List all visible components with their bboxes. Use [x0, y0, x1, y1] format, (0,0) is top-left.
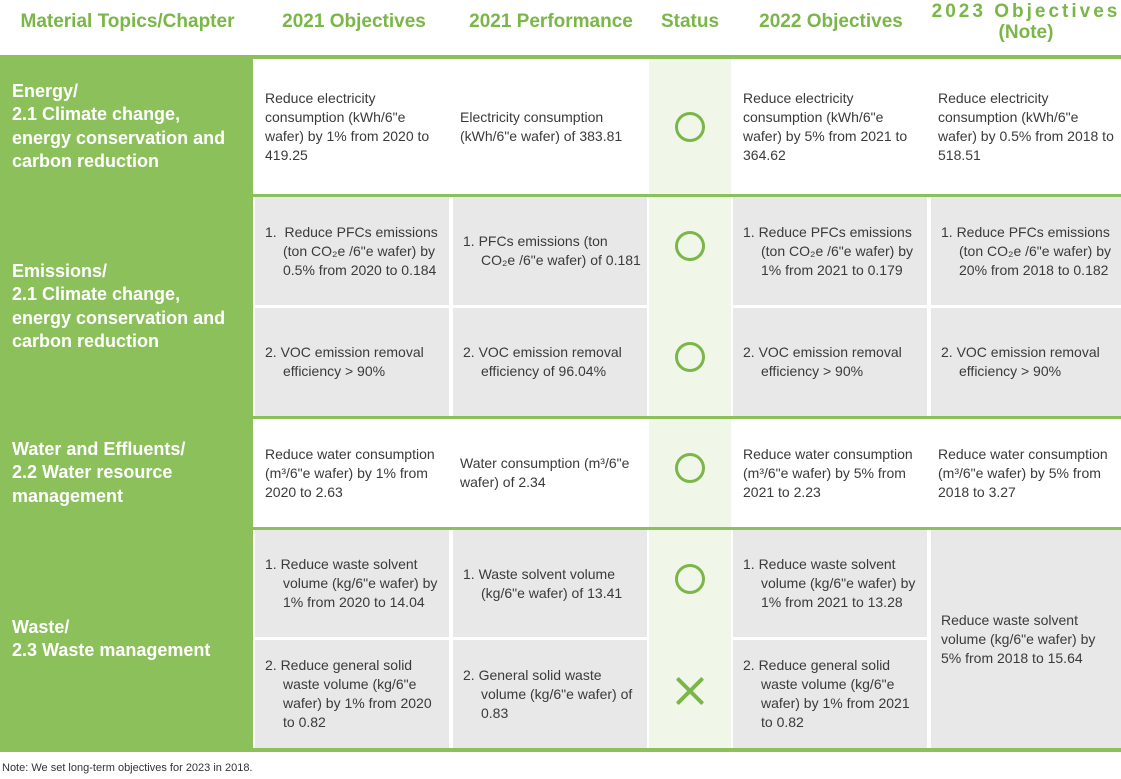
solid-2021-performance: 2. General solid waste volume (kg/6"e wa… — [453, 640, 647, 748]
achieved-circle-icon — [675, 230, 705, 261]
pfc-2021-objective: 1. Reduce PFCs emissions (ton CO₂e /6"e … — [255, 197, 449, 305]
topic-emissions: Emissions/ 2.1 Climate change, energy co… — [0, 197, 253, 416]
header-2023-objectives: 2023 Objectives (Note) — [931, 0, 1121, 43]
header-2021-performance: 2021 Performance — [469, 11, 633, 32]
waste-2023-objective: Reduce waste solvent volume (kg/6"e wafe… — [931, 530, 1121, 748]
not-achieved-cross-icon — [675, 676, 705, 706]
topic-energy: Energy/ 2.1 Climate change, energy conse… — [0, 59, 253, 194]
voc-2021-objective: 2. VOC emission removal efficiency > 90% — [255, 308, 449, 416]
row-divider — [0, 527, 1121, 530]
energy-2023-objective: Reduce electricity consumption (kWh/6"e … — [938, 89, 1118, 163]
header-2021-objectives: 2021 Objectives — [282, 11, 426, 32]
topic-waste: Waste/ 2.3 Waste management — [0, 530, 253, 748]
topic-water: Water and Effluents/ 2.2 Water resource … — [0, 419, 253, 527]
pfc-2023-objective: 1. Reduce PFCs emissions (ton CO₂e /6"e … — [931, 197, 1121, 305]
achieved-circle-icon — [675, 111, 705, 142]
status-column-background — [649, 59, 731, 748]
footnote: Note: We set long-term objectives for 20… — [2, 762, 253, 774]
header-topic: Material Topics/Chapter — [20, 11, 235, 32]
solvent-status — [649, 530, 731, 627]
achieved-circle-icon — [675, 452, 705, 483]
solid-2022-objective: 2. Reduce general solid waste volume (kg… — [733, 640, 927, 748]
header-status: Status — [660, 11, 720, 32]
achieved-circle-icon — [675, 341, 705, 372]
water-2022-objective: Reduce water consumption (m³/6"e wafer) … — [743, 445, 917, 500]
row-divider — [0, 416, 1121, 419]
solvent-2022-objective: 1. Reduce waste solvent volume (kg/6"e w… — [733, 530, 927, 637]
header-2023-note-label: (Note) — [998, 21, 1054, 43]
energy-2022-objective: Reduce electricity consumption (kWh/6"e … — [743, 89, 912, 163]
pfc-status — [649, 197, 731, 294]
solid-2021-objective: 2. Reduce general solid waste volume (kg… — [255, 640, 449, 748]
pfc-2021-performance: 1. PFCs emissions (ton CO₂e /6"e wafer) … — [453, 197, 647, 305]
water-status — [649, 419, 731, 516]
solvent-2021-objective: 1. Reduce waste solvent volume (kg/6"e w… — [255, 530, 449, 637]
header-2022-objectives: 2022 Objectives — [759, 11, 903, 32]
table-bottom-border — [0, 748, 1121, 752]
achieved-circle-icon — [675, 563, 705, 594]
energy-2021-performance: Electricity consumption (kWh/6"e wafer) … — [460, 108, 623, 144]
pfc-2022-objective: 1. Reduce PFCs emissions (ton CO₂e /6"e … — [733, 197, 927, 305]
energy-2021-objective: Reduce electricity consumption (kWh/6"e … — [265, 89, 434, 163]
water-2023-objective: Reduce water consumption (m³/6"e wafer) … — [938, 445, 1112, 500]
solvent-2021-performance: 1. Waste solvent volume (kg/6"e wafer) o… — [453, 530, 647, 637]
row-divider — [0, 194, 1121, 197]
header-divider — [0, 55, 1121, 59]
header-2023-objectives-label: 2023 Objectives — [931, 0, 1121, 22]
water-2021-performance: Water consumption (m³/6"e wafer) of 2.34 — [460, 455, 634, 490]
water-2021-objective: Reduce water consumption (m³/6"e wafer) … — [265, 445, 439, 500]
voc-2022-objective: 2. VOC emission removal efficiency > 90% — [733, 308, 927, 416]
solid-status — [649, 640, 731, 742]
voc-2021-performance: 2. VOC emission removal efficiency of 96… — [453, 308, 647, 416]
voc-status — [649, 308, 731, 405]
energy-status — [649, 59, 731, 194]
voc-2023-objective: 2. VOC emission removal efficiency > 90% — [931, 308, 1121, 416]
